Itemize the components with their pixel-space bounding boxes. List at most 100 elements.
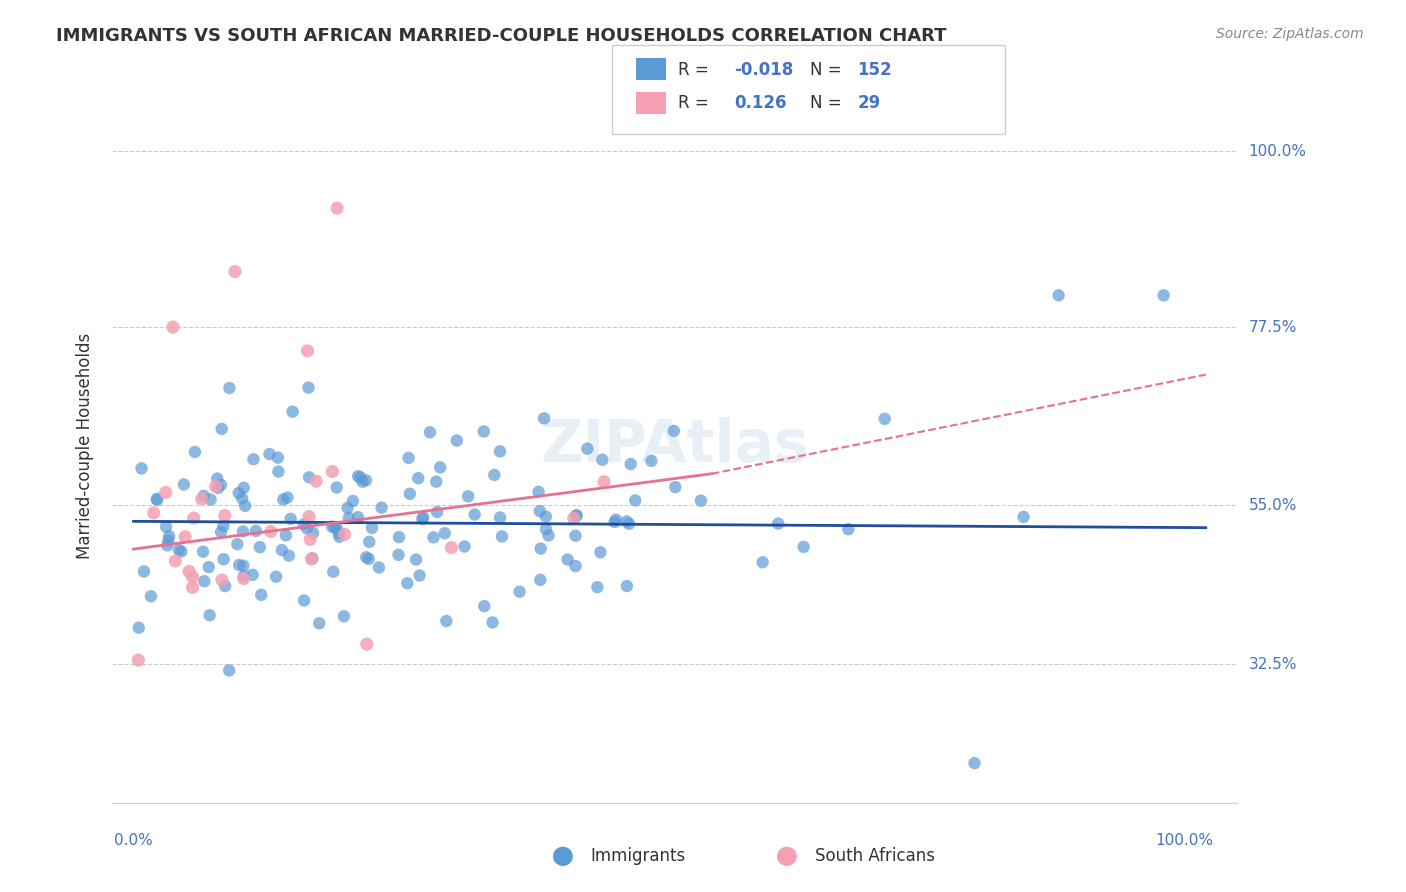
Point xyxy=(534,522,557,536)
Point xyxy=(387,548,409,562)
Point xyxy=(347,469,370,483)
Point xyxy=(593,475,616,489)
Point xyxy=(1153,288,1175,302)
Point xyxy=(453,540,475,554)
Point xyxy=(564,529,586,543)
Point xyxy=(472,425,495,439)
Point xyxy=(616,515,638,529)
Point xyxy=(207,481,229,495)
Point xyxy=(270,543,292,558)
Point xyxy=(301,551,323,566)
Point xyxy=(422,530,444,544)
Point xyxy=(128,621,150,635)
Point xyxy=(298,470,321,484)
Point xyxy=(162,320,184,334)
Point xyxy=(359,534,381,549)
Point xyxy=(342,494,364,508)
Text: 152: 152 xyxy=(858,61,893,78)
Point xyxy=(214,508,236,523)
Point xyxy=(591,452,613,467)
Point xyxy=(464,508,486,522)
Point xyxy=(333,609,356,624)
Point xyxy=(232,572,254,586)
Point xyxy=(308,616,330,631)
Point xyxy=(337,511,360,525)
Point xyxy=(127,653,149,667)
Point xyxy=(624,493,647,508)
Point xyxy=(481,615,503,630)
Point xyxy=(233,569,256,583)
Point xyxy=(529,573,551,587)
Point xyxy=(1012,510,1035,524)
Point xyxy=(509,584,531,599)
Text: 32.5%: 32.5% xyxy=(1249,657,1296,672)
Text: N =: N = xyxy=(810,61,846,78)
Point xyxy=(664,480,686,494)
Point xyxy=(226,537,249,551)
Point xyxy=(419,425,441,440)
Point xyxy=(292,593,315,607)
Point xyxy=(446,434,468,448)
Point xyxy=(408,568,430,582)
Point xyxy=(267,465,290,479)
Text: 55.0%: 55.0% xyxy=(1249,498,1296,513)
Point xyxy=(297,343,319,358)
Point xyxy=(557,552,579,566)
Y-axis label: Married-couple Households: Married-couple Households xyxy=(76,333,94,559)
Text: 100.0%: 100.0% xyxy=(1249,144,1306,159)
Point xyxy=(620,457,643,471)
Point xyxy=(323,521,346,535)
Point xyxy=(183,511,205,525)
Point xyxy=(484,467,506,482)
Point xyxy=(302,526,325,541)
Point xyxy=(233,499,256,513)
Point xyxy=(174,530,197,544)
Point xyxy=(325,481,347,495)
Text: 77.5%: 77.5% xyxy=(1249,319,1296,334)
Point xyxy=(224,264,246,278)
Point xyxy=(271,492,294,507)
Point xyxy=(527,484,550,499)
Point xyxy=(751,555,773,569)
Point xyxy=(529,504,551,518)
Text: ⬤: ⬤ xyxy=(551,847,574,866)
Point xyxy=(249,540,271,554)
Text: 0.126: 0.126 xyxy=(734,95,786,112)
Point xyxy=(204,479,226,493)
Point xyxy=(349,470,371,484)
Point xyxy=(245,524,267,538)
Point xyxy=(212,519,235,533)
Text: Immigrants: Immigrants xyxy=(591,847,686,865)
Point xyxy=(218,664,240,678)
Point xyxy=(398,450,420,465)
Point xyxy=(425,475,447,489)
Point xyxy=(617,516,640,531)
Point xyxy=(325,520,347,534)
Point xyxy=(191,545,214,559)
Point xyxy=(214,579,236,593)
Point xyxy=(357,552,380,566)
Text: ⬤: ⬤ xyxy=(776,847,799,866)
Point xyxy=(267,450,290,465)
Point xyxy=(766,516,789,531)
Point xyxy=(295,521,318,535)
Point xyxy=(155,519,177,533)
Point xyxy=(301,552,323,566)
Point xyxy=(491,529,513,543)
Point xyxy=(157,529,180,543)
Point xyxy=(200,492,222,507)
Point xyxy=(228,558,250,572)
Point xyxy=(328,530,350,544)
Point xyxy=(586,580,609,594)
Point xyxy=(170,544,193,558)
Point xyxy=(165,554,187,568)
Point xyxy=(280,512,302,526)
Point xyxy=(277,549,299,563)
Point xyxy=(328,526,350,541)
Point xyxy=(354,473,377,487)
Point xyxy=(292,517,315,532)
Point xyxy=(232,524,254,539)
Point xyxy=(322,565,344,579)
Point xyxy=(368,560,391,574)
Point xyxy=(139,589,162,603)
